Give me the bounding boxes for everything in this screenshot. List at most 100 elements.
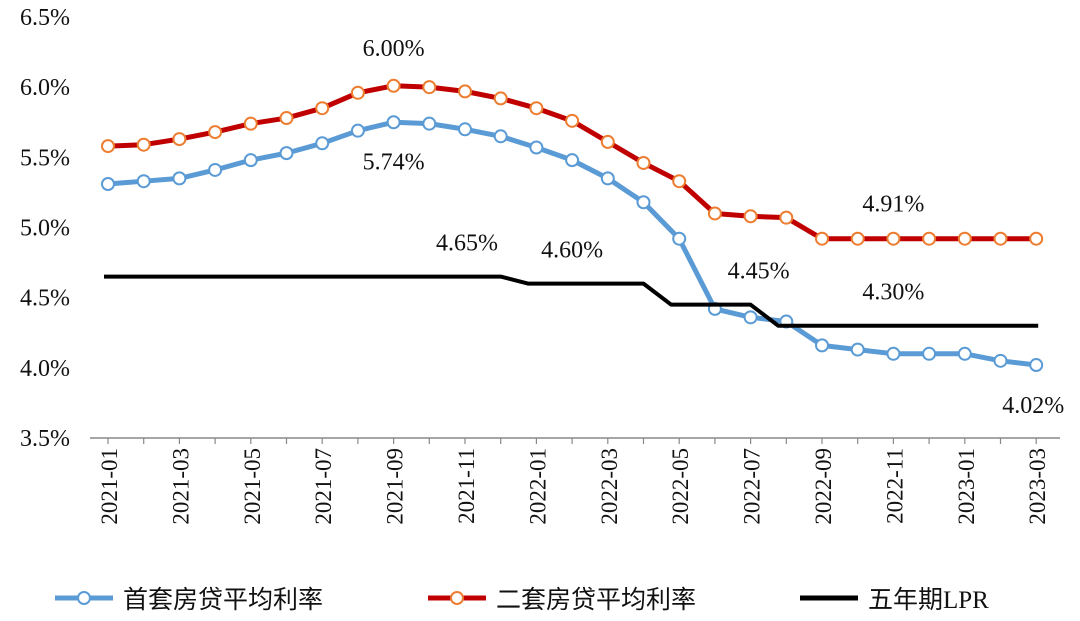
data-point (458, 84, 472, 99)
annotations: 6.00% 5.74% 4.65% 4.60% 4.45% 4.91% 4.30% 4.02% (363, 36, 1065, 419)
legend-swatch-blue-line-icon (55, 591, 113, 605)
data-point (636, 155, 651, 170)
data-point (386, 115, 401, 130)
data-point (672, 174, 687, 189)
x-tick-label: 2021-05 (240, 448, 265, 525)
data-point (136, 137, 151, 152)
legend-swatch-red-line-icon (428, 591, 486, 605)
series-1 (101, 78, 1044, 246)
data-label: 4.91% (862, 192, 924, 218)
y-tick-label: 6.5% (20, 5, 70, 31)
legend-item-second-home[interactable]: 二套房贷平均利率 (428, 578, 696, 618)
data-point (993, 231, 1008, 246)
data-point (707, 206, 722, 221)
data-point (529, 140, 544, 155)
data-point (243, 116, 258, 131)
data-point (743, 209, 758, 224)
x-tick-label: 2021-01 (97, 448, 122, 525)
data-label: 4.60% (541, 238, 603, 264)
series-layer (101, 78, 1044, 373)
legend-label: 二套房贷平均利率 (496, 587, 697, 614)
y-tick-label: 6.0% (20, 75, 70, 101)
data-point (350, 123, 365, 138)
data-point (386, 78, 401, 93)
x-tick-label: 2022-07 (740, 448, 765, 525)
data-point (886, 346, 901, 361)
y-tick-label: 4.0% (20, 356, 70, 382)
x-tick-label: 2021-03 (168, 448, 193, 525)
series-line (104, 274, 1039, 328)
data-point (493, 91, 508, 106)
legend-item-lpr[interactable]: 五年期LPR (800, 578, 989, 618)
data-point (1029, 231, 1044, 246)
data-label: 4.45% (728, 259, 790, 285)
data-point (208, 162, 223, 177)
legend-label: 五年期LPR (868, 587, 989, 614)
legend: 首套房贷平均利率 二套房贷平均利率 五年期LPR (0, 578, 1080, 618)
x-tick-label: 2021-07 (311, 448, 336, 525)
data-label: 4.65% (436, 231, 498, 257)
data-point (957, 346, 972, 361)
data-point (279, 146, 294, 161)
data-point (101, 176, 115, 191)
data-point (779, 210, 794, 225)
data-point (422, 116, 437, 131)
data-point (922, 231, 937, 246)
data-point (672, 231, 687, 246)
legend-swatch-black-line-icon (800, 595, 858, 601)
data-label: 5.74% (363, 149, 425, 175)
data-point (172, 171, 187, 186)
y-tick-label: 3.5% (20, 426, 70, 452)
x-tick-label: 2022-05 (668, 448, 693, 525)
data-point (636, 195, 651, 210)
data-point (279, 111, 294, 126)
data-point (850, 342, 865, 357)
series-0 (101, 115, 1044, 373)
data-point (350, 85, 365, 100)
x-tick-label: 2021-09 (383, 448, 408, 525)
legend-label: 首套房贷平均利率 (123, 587, 324, 614)
y-tick-label: 5.0% (20, 216, 70, 242)
data-point (101, 139, 115, 154)
y-tick-label: 4.5% (20, 286, 70, 312)
data-label: 4.02% (1002, 393, 1064, 419)
x-tick-label: 2023-01 (954, 448, 979, 525)
data-point (458, 122, 472, 137)
data-point (565, 113, 580, 128)
y-axis: 3.5% 4.0% 4.5% 5.0% 5.5% 6.0% 6.5% (20, 5, 70, 452)
y-tick-label: 5.5% (20, 145, 70, 171)
series-2 (104, 274, 1039, 328)
data-point (493, 129, 508, 144)
data-point (315, 101, 330, 116)
x-tick-label: 2021-11 (454, 448, 479, 524)
data-point (600, 134, 615, 149)
data-point (743, 310, 758, 325)
line-chart: 3.5%4.0%4.5%5.0%5.5%6.0%6.5% 2021-01 2021… (20, 5, 1065, 525)
data-point (136, 174, 151, 189)
x-tick-label: 2022-01 (525, 448, 550, 525)
data-point (208, 125, 223, 140)
x-axis: 2021-01 2021-03 2021-05 2021-07 2021-09 2021-… (97, 438, 1050, 525)
x-tick-label: 2022-11 (882, 448, 907, 524)
data-point (993, 353, 1008, 368)
data-point (850, 231, 865, 246)
data-point (422, 80, 437, 95)
x-tick-label: 2022-03 (597, 448, 622, 525)
data-point (886, 231, 901, 246)
legend-item-first-home[interactable]: 首套房贷平均利率 (55, 578, 323, 618)
data-point (815, 231, 829, 246)
data-point (600, 171, 615, 186)
x-tick-label: 2022-09 (811, 448, 836, 525)
data-label: 6.00% (363, 36, 425, 62)
data-point (957, 231, 972, 246)
data-point (315, 136, 330, 151)
data-point (815, 338, 829, 353)
data-point (243, 153, 258, 168)
data-point (529, 101, 544, 116)
data-point (172, 132, 187, 147)
data-point (565, 153, 580, 168)
x-tick-label: 2023-03 (1025, 448, 1050, 525)
data-label: 4.30% (862, 280, 924, 306)
data-point (1029, 358, 1044, 373)
data-point (922, 346, 937, 361)
